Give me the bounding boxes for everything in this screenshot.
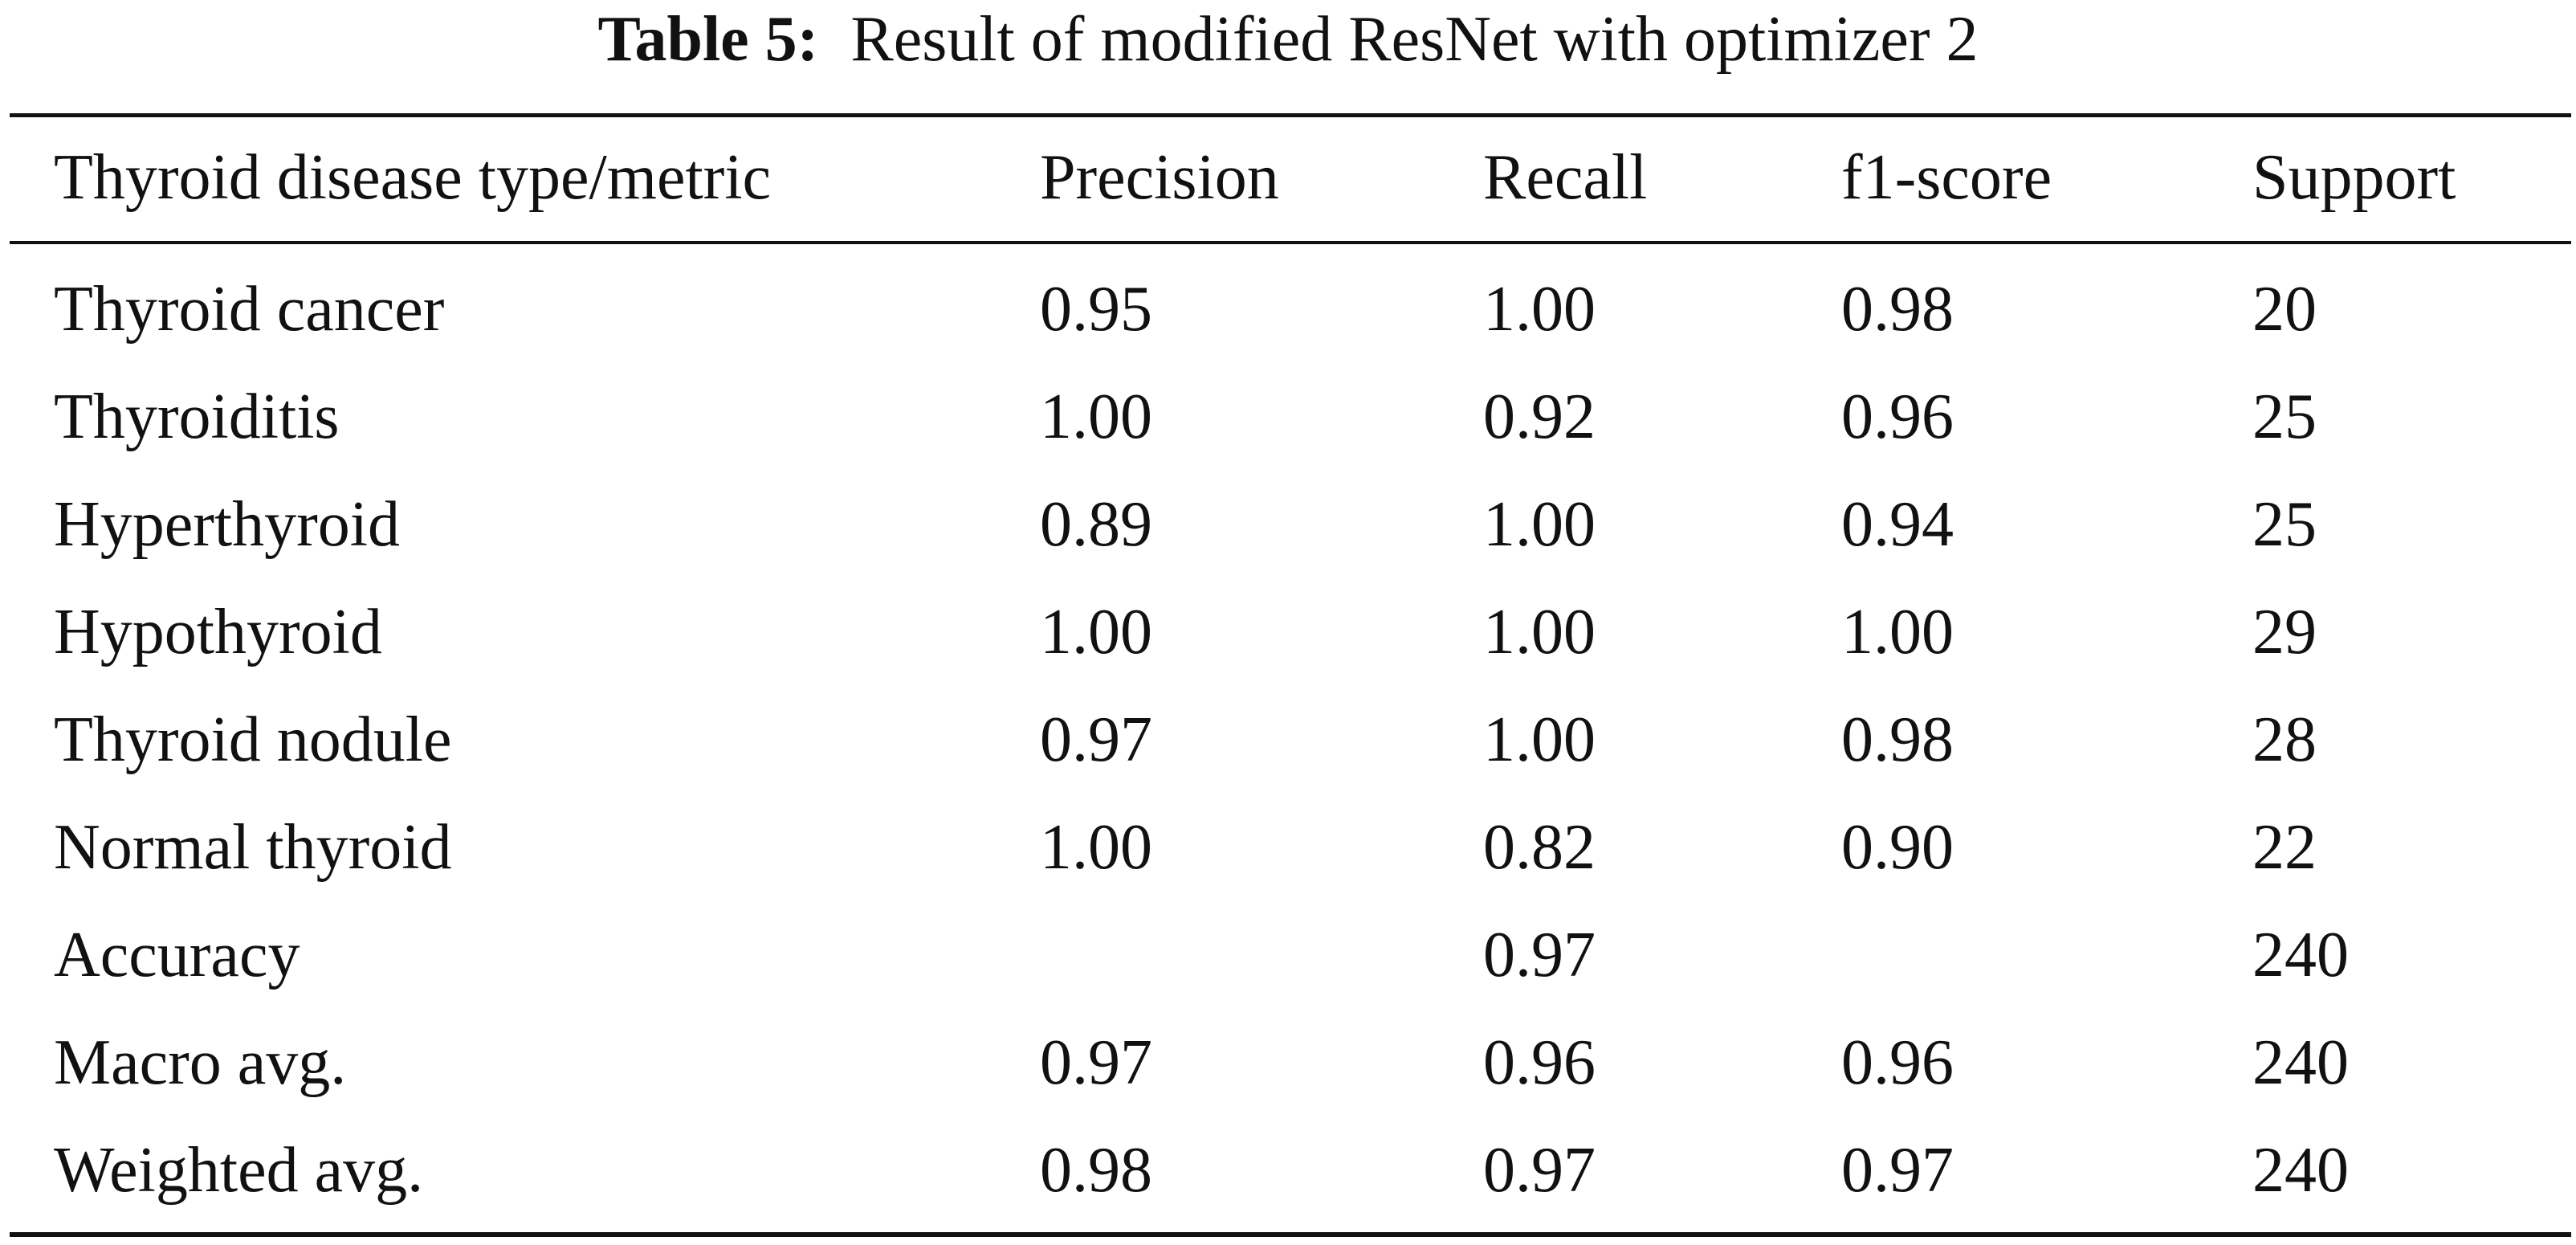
f1-score-cell: 0.98 [1841, 704, 1954, 775]
row-label: Hypothyroid [54, 597, 382, 667]
recall-cell: 0.97 [1483, 920, 1596, 990]
f1-score-cell: 0.94 [1841, 489, 1954, 560]
header-cell-precision: Precision [1040, 142, 1279, 213]
support-cell: 28 [2252, 704, 2317, 775]
support-cell: 240 [2252, 1027, 2349, 1098]
header-cell-type: Thyroid disease type/metric [54, 142, 772, 213]
precision-cell: 0.89 [1040, 489, 1152, 560]
header-cell-f1-score: f1-score [1841, 142, 2052, 213]
recall-cell: 0.82 [1483, 812, 1596, 883]
recall-cell: 0.96 [1483, 1027, 1596, 1098]
precision-cell: 1.00 [1040, 597, 1152, 667]
row-label: Normal thyroid [54, 812, 452, 883]
precision-cell: 0.95 [1040, 274, 1152, 345]
table-caption: Table 5: Result of modified ResNet with … [0, 3, 2576, 76]
recall-cell: 1.00 [1483, 489, 1596, 560]
table-caption-label: Table 5: [597, 4, 819, 75]
row-label: Accuracy [54, 920, 300, 990]
support-cell: 240 [2252, 1135, 2349, 1206]
support-cell: 240 [2252, 920, 2349, 990]
row-label: Thyroid cancer [54, 274, 445, 345]
support-cell: 25 [2252, 382, 2317, 452]
precision-cell: 0.98 [1040, 1135, 1152, 1206]
table-caption-text: Result of modified ResNet with optimizer… [850, 4, 1979, 75]
precision-cell: 0.97 [1040, 1027, 1152, 1098]
header-cell-recall: Recall [1483, 142, 1648, 213]
f1-score-cell: 0.90 [1841, 812, 1954, 883]
support-cell: 25 [2252, 489, 2317, 560]
f1-score-cell: 0.97 [1841, 1135, 1954, 1206]
f1-score-cell: 0.96 [1841, 382, 1954, 452]
row-label: Hyperthyroid [54, 489, 401, 560]
recall-cell: 1.00 [1483, 597, 1596, 667]
precision-cell: 0.97 [1040, 704, 1152, 775]
header-cell-support: Support [2252, 142, 2456, 213]
f1-score-cell: 1.00 [1841, 597, 1954, 667]
f1-score-cell: 0.96 [1841, 1027, 1954, 1098]
table-top-rule [10, 113, 2571, 117]
precision-cell: 1.00 [1040, 382, 1152, 452]
recall-cell: 0.97 [1483, 1135, 1596, 1206]
f1-score-cell: 0.98 [1841, 274, 1954, 345]
table-bottom-rule [10, 1232, 2571, 1237]
table-header-rule [10, 241, 2571, 244]
row-label: Macro avg. [54, 1027, 347, 1098]
recall-cell: 1.00 [1483, 704, 1596, 775]
row-label: Thyroid nodule [54, 704, 452, 775]
precision-cell: 1.00 [1040, 812, 1152, 883]
row-label: Weighted avg. [54, 1135, 424, 1206]
support-cell: 22 [2252, 812, 2317, 883]
support-cell: 29 [2252, 597, 2317, 667]
recall-cell: 0.92 [1483, 382, 1596, 452]
row-label: Thyroiditis [54, 382, 340, 452]
support-cell: 20 [2252, 274, 2317, 345]
recall-cell: 1.00 [1483, 274, 1596, 345]
